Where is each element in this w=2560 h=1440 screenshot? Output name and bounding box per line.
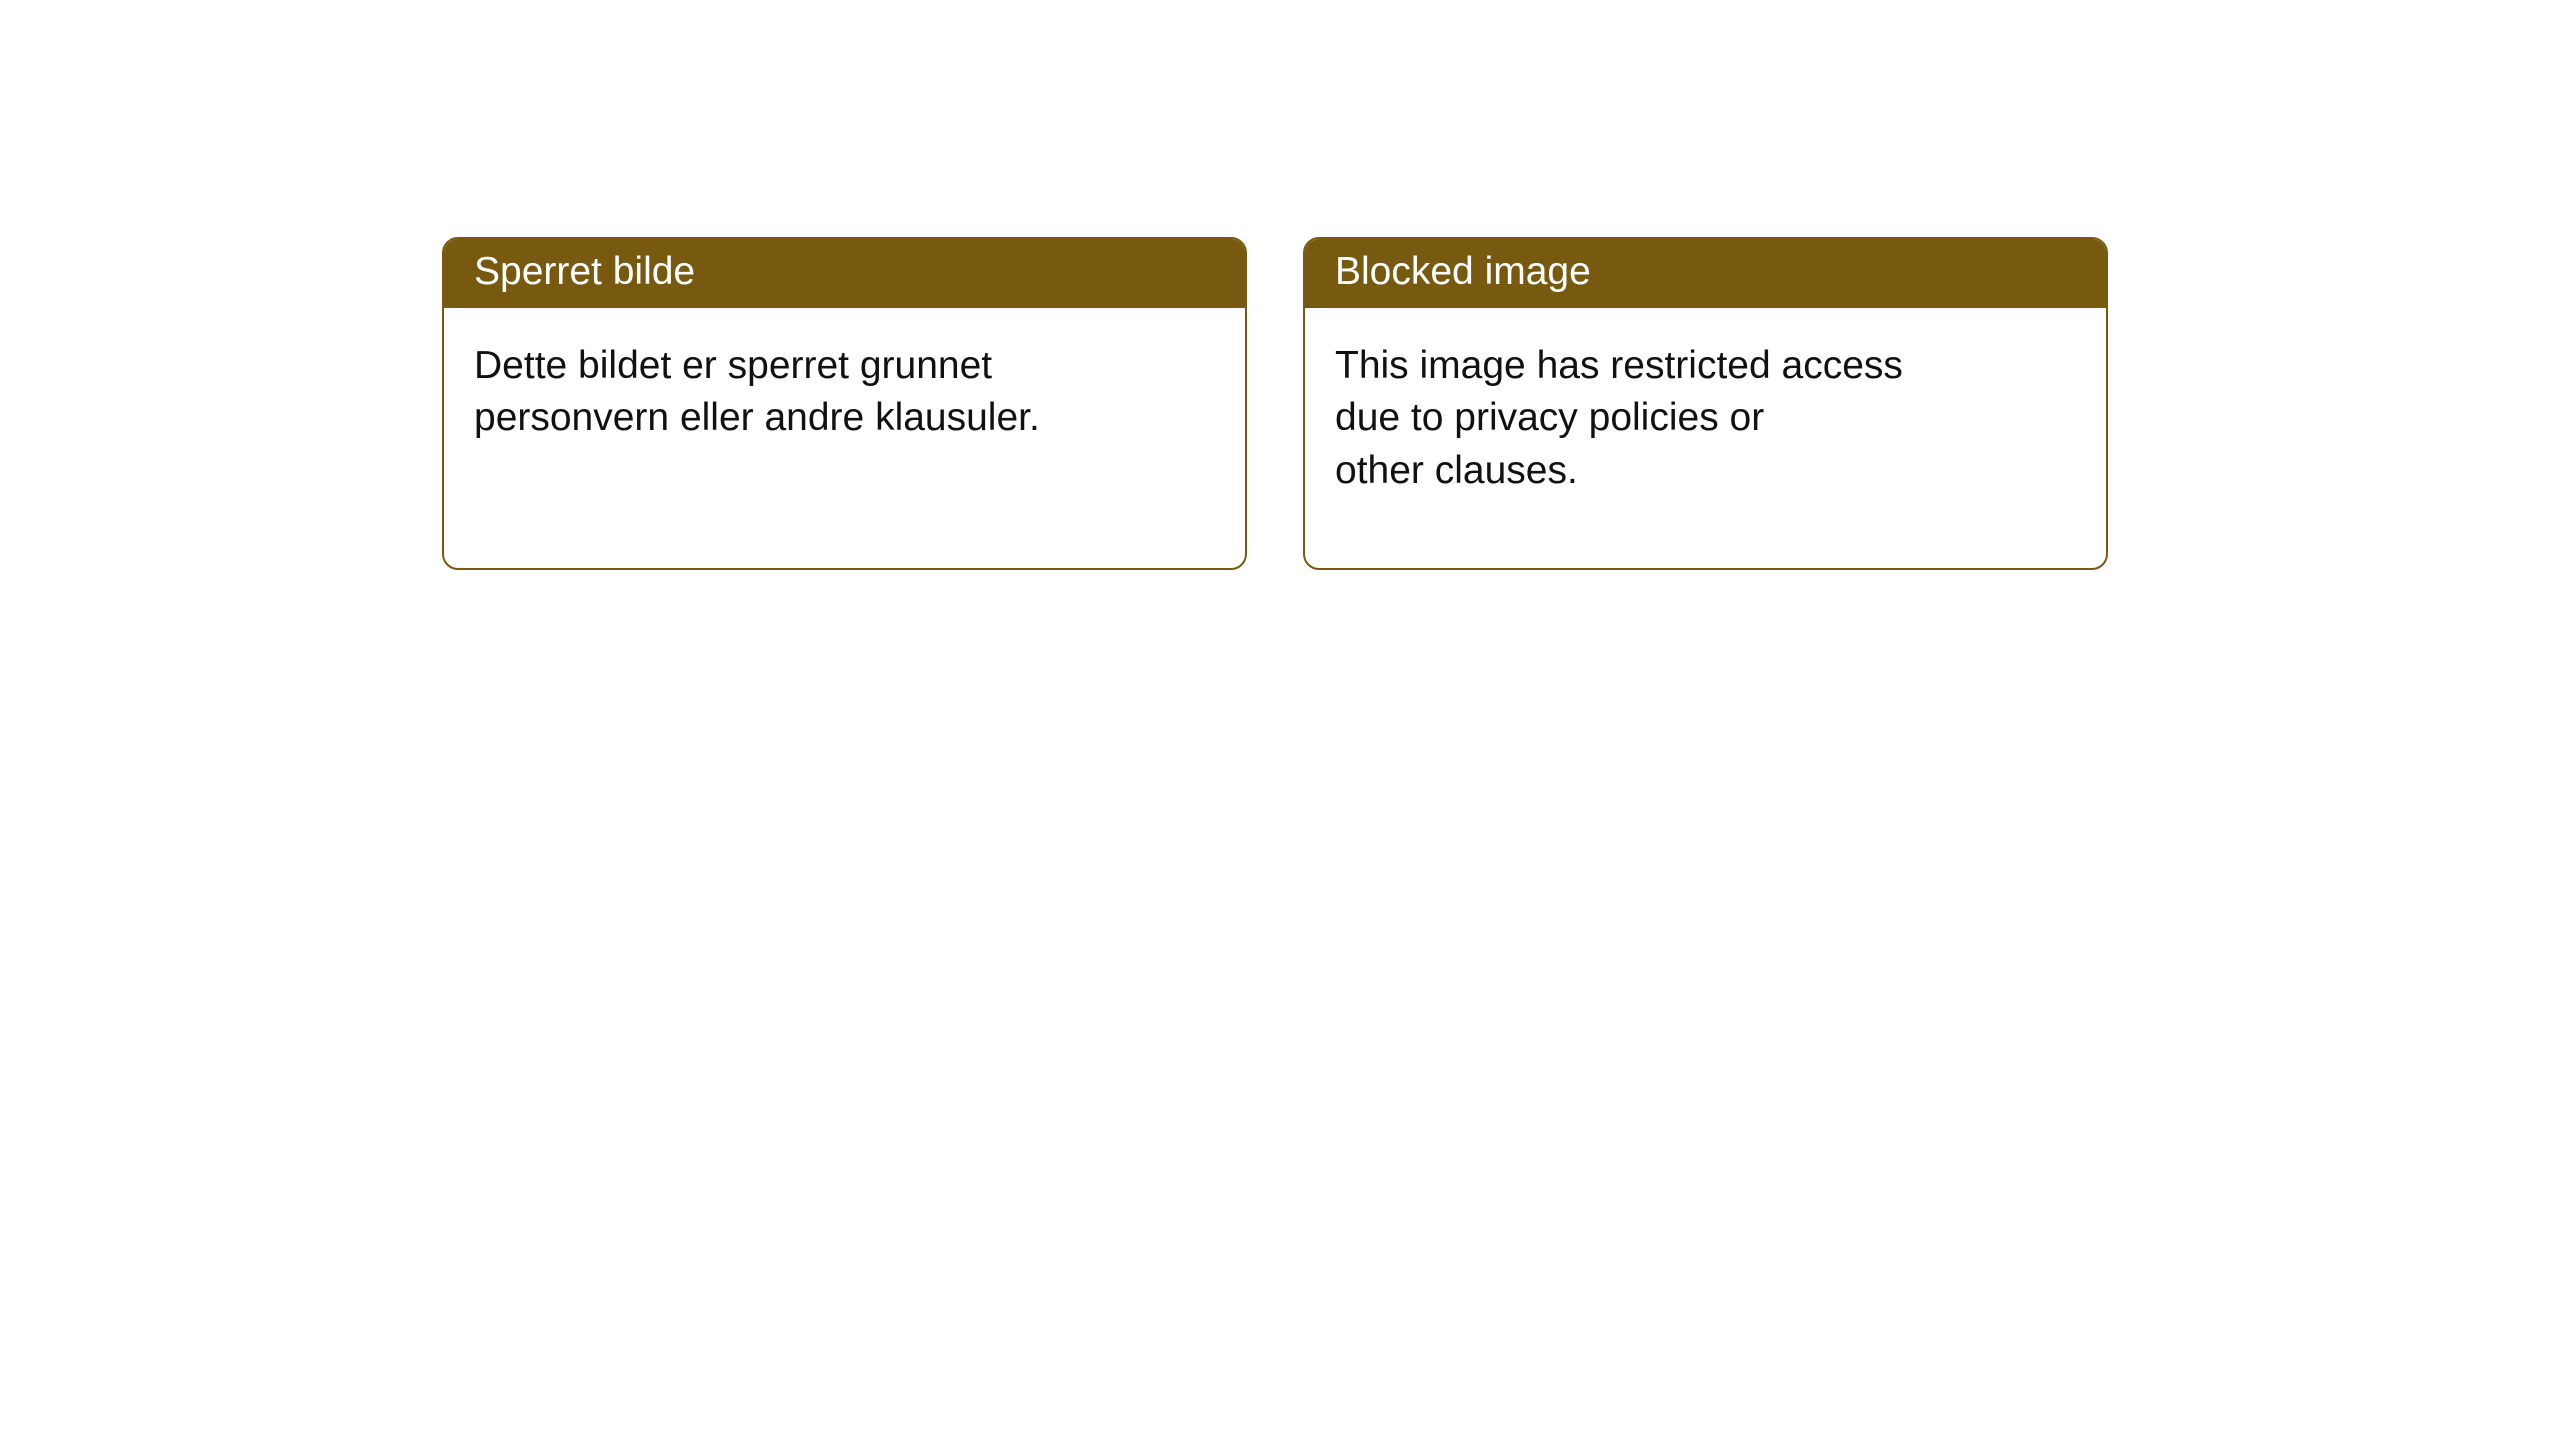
card-header-en: Blocked image [1305,239,2106,308]
blocked-image-card-en: Blocked image This image has restricted … [1303,237,2108,570]
card-body-no: Dette bildet er sperret grunnet personve… [444,308,1245,477]
card-header-no: Sperret bilde [444,239,1245,308]
card-container: Sperret bilde Dette bildet er sperret gr… [442,237,2108,570]
card-body-en: This image has restricted access due to … [1305,308,2106,530]
blocked-image-card-no: Sperret bilde Dette bildet er sperret gr… [442,237,1247,570]
